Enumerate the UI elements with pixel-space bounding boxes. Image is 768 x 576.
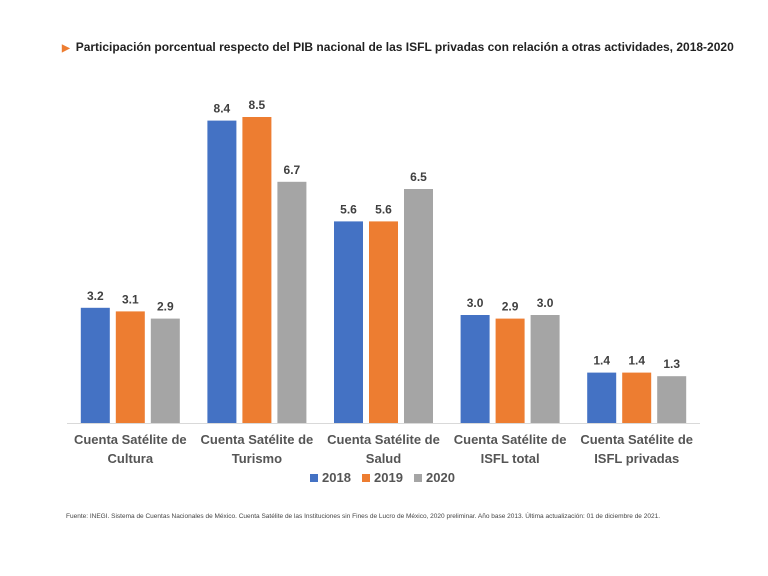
legend-swatch-2018 <box>310 474 318 482</box>
legend-swatch-2020 <box>414 474 422 482</box>
data-label-2019-1: 3.1 <box>122 292 139 306</box>
bar-2020-2 <box>277 181 307 423</box>
bar-2019-3 <box>369 221 398 423</box>
data-label-2019-5: 1.4 <box>628 354 645 368</box>
x-tick-label-3-line-2: Salud <box>366 451 401 466</box>
data-label-2020-3: 6.5 <box>410 170 427 184</box>
bar-2019-2 <box>242 117 272 423</box>
data-label-2018-1: 3.2 <box>87 289 104 303</box>
chart-title: Participación porcentual respecto del PI… <box>75 40 734 54</box>
x-tick-label-1-line-1: Cuenta Satélite de <box>74 432 187 447</box>
data-label-2018-3: 5.6 <box>340 202 357 216</box>
x-tick-label-4-line-1: Cuenta Satélite de <box>454 432 567 447</box>
bar-2020-5 <box>657 376 687 423</box>
data-label-2020-5: 1.3 <box>663 357 680 371</box>
data-label-2020-1: 2.9 <box>157 300 174 314</box>
data-label-2020-2: 6.7 <box>284 163 301 177</box>
chart-title-row: ▶ Participación porcentual respecto del P… <box>62 40 752 54</box>
x-tick-label-2-line-1: Cuenta Satélite de <box>201 432 314 447</box>
bar-2018-3 <box>334 221 363 423</box>
bar-2018-2 <box>207 120 237 423</box>
bar-2018-5 <box>587 372 617 423</box>
data-label-2020-4: 3.0 <box>537 296 554 310</box>
data-label-2019-2: 8.5 <box>249 98 266 112</box>
data-label-2018-5: 1.4 <box>593 354 610 368</box>
source-note: Fuente: INEGI. Sistema de Cuentas Nacion… <box>66 513 660 520</box>
x-tick-label-2-line-2: Turismo <box>232 451 282 466</box>
data-label-2018-4: 3.0 <box>467 296 484 310</box>
bar-2018-4 <box>460 315 490 423</box>
x-tick-label-3-line-1: Cuenta Satélite de <box>327 432 440 447</box>
x-tick-label-5-line-2: ISFL privadas <box>594 451 679 466</box>
data-label-2019-4: 2.9 <box>502 300 519 314</box>
bar-2019-5 <box>622 372 652 423</box>
data-label-2019-3: 5.6 <box>375 202 392 216</box>
bar-2020-1 <box>150 318 180 423</box>
bar-2020-3 <box>404 189 433 423</box>
legend-label-2019: 2019 <box>374 470 403 485</box>
bar-2018-1 <box>80 307 110 423</box>
legend-label-2018: 2018 <box>322 470 351 485</box>
data-label-2018-2: 8.4 <box>214 102 231 116</box>
x-tick-label-5-line-1: Cuenta Satélite de <box>580 432 693 447</box>
triangle-right-icon: ▶ <box>62 43 70 54</box>
x-tick-label-4-line-2: ISFL total <box>481 451 540 466</box>
bar-2019-1 <box>115 311 145 423</box>
bar-2020-4 <box>530 315 560 423</box>
x-tick-label-1-line-2: Cultura <box>108 451 154 466</box>
bar-2019-4 <box>495 318 525 423</box>
legend-label-2020: 2020 <box>426 470 455 485</box>
legend-swatch-2019 <box>362 474 370 482</box>
